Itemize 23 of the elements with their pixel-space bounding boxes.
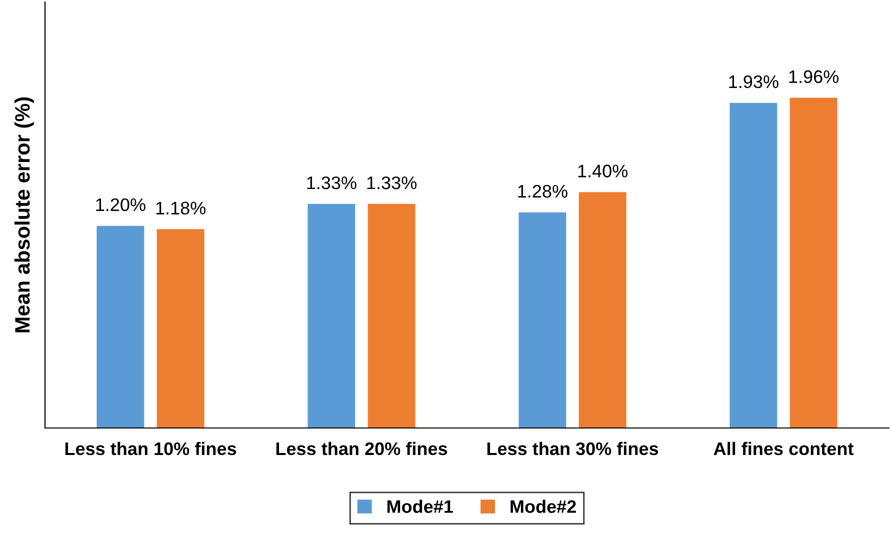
bar (578, 192, 626, 428)
bar (518, 212, 566, 428)
data-label: 1.33% (367, 176, 417, 190)
bar (96, 226, 144, 428)
x-tick-label: Less than 10% fines (65, 442, 236, 456)
data-label: 1.18% (156, 202, 206, 215)
bar (790, 98, 838, 428)
y-axis-title: Mean absolute error (%) (14, 97, 34, 332)
x-tick-label: Less than 30% fines (487, 442, 658, 456)
data-label: 1.40% (578, 164, 628, 178)
data-label: 1.96% (789, 70, 839, 84)
legend-label: Mode#2 (510, 500, 576, 513)
x-tick-label: All fines content (714, 442, 854, 456)
data-label: 1.93% (729, 75, 778, 88)
x-tick-label: Less than 20% fines (276, 442, 448, 456)
bar (730, 102, 778, 428)
data-label: 1.20% (96, 198, 146, 212)
legend-label: Mode#1 (387, 500, 453, 513)
bar (308, 204, 356, 428)
bar (368, 204, 416, 428)
bar (156, 229, 204, 428)
data-label: 1.28% (518, 184, 568, 198)
data-label: 1.33% (307, 176, 356, 190)
